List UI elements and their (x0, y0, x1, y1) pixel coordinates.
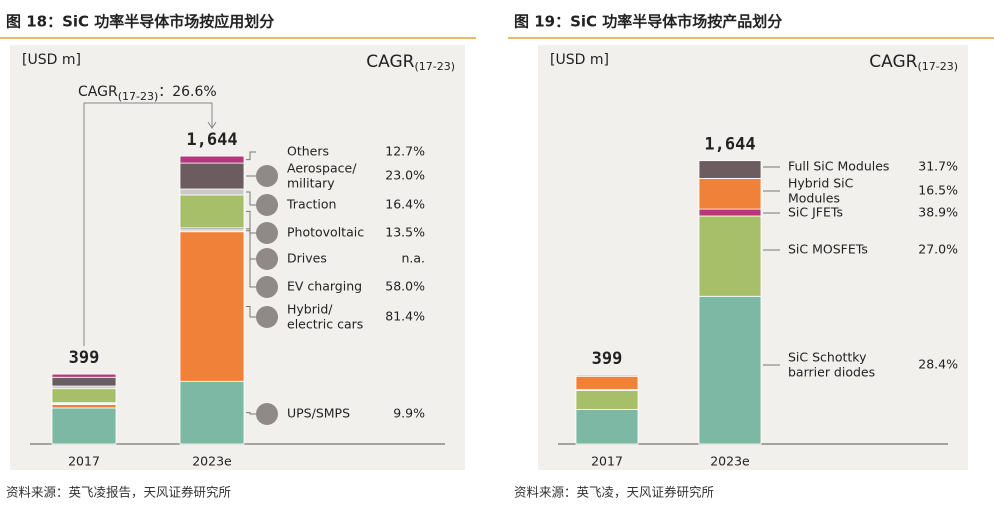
cagr-label: 27.0% (918, 242, 958, 257)
x-tick-label: 2023e (192, 454, 232, 469)
cagr-label: 13.5% (385, 225, 425, 240)
legend-label: Traction (286, 197, 336, 212)
bar-segment (698, 178, 762, 210)
x-tick-label: 2017 (68, 454, 100, 469)
legend-label: Hybrid SiC Modules (788, 175, 854, 205)
legend-label: SiC MOSFETs (788, 242, 868, 257)
icon (256, 222, 278, 244)
unit-label: [USD m] (550, 52, 609, 68)
cagr-label: 38.9% (918, 205, 958, 220)
x-tick-label: 2017 (591, 454, 623, 469)
arrow-head (207, 121, 217, 129)
cagr-label: 28.4% (918, 357, 958, 372)
legend-label: SiC Schottky barrier diodes (788, 349, 875, 379)
cagr-label: 81.4% (385, 309, 425, 324)
connector (246, 228, 256, 260)
bar-segment (575, 374, 639, 377)
cagr-label: 12.7% (385, 144, 425, 159)
chart-title: 图 18：SiC 功率半导体市场按应用划分 (6, 13, 274, 31)
icon (256, 306, 278, 328)
legend-label: Photovoltaic (287, 225, 364, 240)
legend-label: Hybrid/electric cars (287, 301, 363, 331)
unit-label: [USD m] (22, 52, 81, 68)
legend-label: UPS/SMPS (287, 406, 350, 421)
bar-segment (51, 407, 117, 445)
total-label: 399 (69, 348, 100, 368)
bar-segment (698, 208, 762, 217)
total-label: 1,644 (186, 130, 237, 150)
x-tick-label: 2023e (710, 454, 750, 469)
cagr-label: 58.0% (385, 279, 425, 294)
bar-segment (51, 376, 117, 387)
annotation: CAGR(17-23)：26.6% (78, 84, 217, 103)
legend-label: EV charging (287, 279, 362, 294)
icon (256, 403, 278, 425)
icon (256, 165, 278, 187)
bar-segment (51, 404, 117, 409)
cagr-label: 23.0% (385, 168, 425, 183)
connector (246, 191, 256, 206)
connector (246, 210, 256, 234)
bar-segment (179, 380, 245, 445)
total-label: 1,644 (704, 135, 755, 155)
bar-segment (179, 162, 245, 190)
source: 资料来源：英飞凌报告，天风证券研究所 (6, 485, 231, 500)
icon (256, 276, 278, 298)
legend-label: Drives (287, 251, 327, 266)
bar-segment (179, 155, 245, 164)
cagr-label: 16.5% (918, 183, 958, 198)
bar-segment (51, 388, 117, 404)
bar-segment (51, 373, 117, 378)
bar-segment (575, 375, 639, 390)
source: 资料来源：英飞凌，天风证券研究所 (514, 485, 714, 500)
cagr-label: n.a. (401, 251, 425, 266)
bar-segment (179, 188, 245, 196)
bar-segment (179, 194, 245, 229)
cagr-label: 16.4% (385, 197, 425, 212)
bar-segment (698, 215, 762, 297)
total-label: 399 (592, 349, 623, 369)
cagr-arrow (83, 102, 213, 347)
icon (256, 194, 278, 216)
cagr-header: CAGR(17-23) (366, 52, 455, 73)
bar-segment (575, 409, 639, 445)
bar-segment (698, 295, 762, 445)
cagr-label: 9.9% (393, 406, 425, 421)
cagr-header: CAGR(17-23) (869, 52, 958, 73)
legend-label: Others (287, 144, 329, 159)
legend-label: Aerospace/military (287, 160, 357, 190)
bar-segment (698, 160, 762, 179)
bar-segment (179, 231, 245, 382)
legend-label: Full SiC Modules (788, 159, 889, 174)
icon (256, 248, 278, 270)
connector (246, 412, 256, 415)
connector (246, 151, 256, 161)
legend-label: SiC JFETs (788, 205, 843, 220)
cagr-label: 31.7% (918, 159, 958, 174)
bar-segment (575, 390, 639, 410)
connector (246, 306, 256, 318)
chart-title: 图 19：SiC 功率半导体市场按产品划分 (514, 13, 782, 31)
